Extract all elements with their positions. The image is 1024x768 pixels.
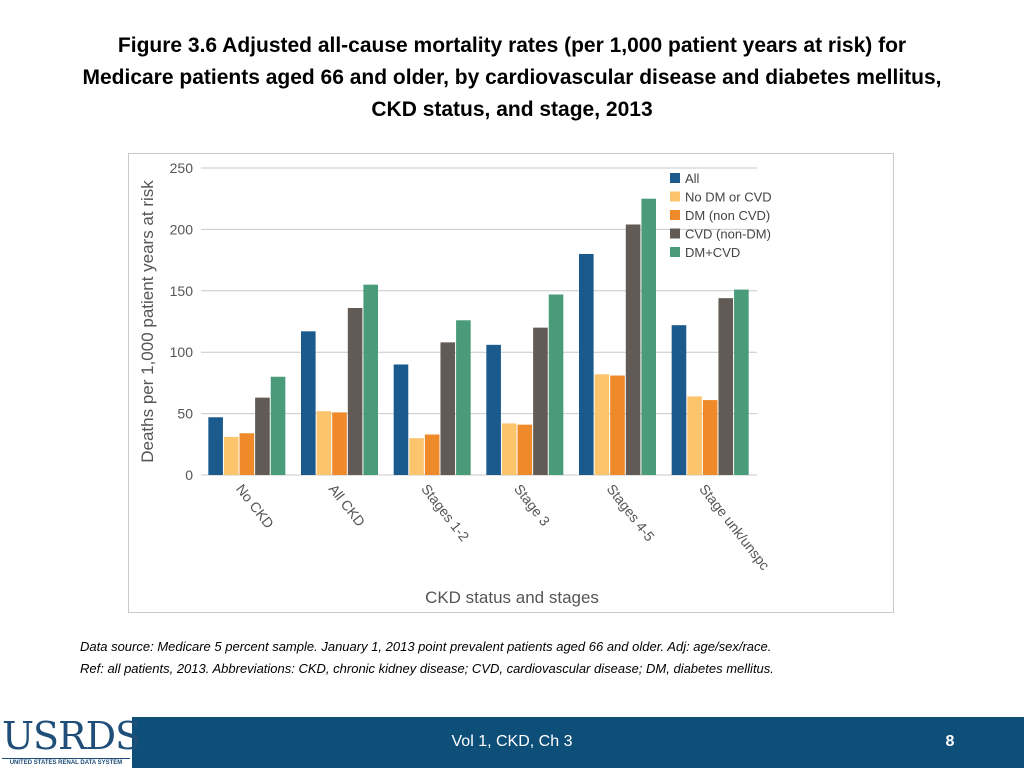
bar	[548, 294, 564, 475]
bar	[579, 253, 594, 475]
bar	[208, 417, 223, 475]
x-tick-label: All CKD	[326, 481, 369, 529]
footer-bar: Vol 1, CKD, Ch 3 8	[0, 717, 1024, 768]
legend-label: DM (non CVD)	[685, 208, 770, 223]
legend-swatch	[670, 210, 680, 220]
legend-label: No DM or CVD	[685, 190, 772, 205]
bar	[270, 376, 286, 475]
y-tick-label: 250	[170, 160, 194, 176]
slide-title: Figure 3.6 Adjusted all-cause mortality …	[20, 30, 1004, 126]
bar	[255, 397, 270, 475]
y-tick-label: 0	[185, 467, 193, 483]
title-line: Medicare patients aged 66 and older, by …	[82, 66, 942, 89]
bar	[223, 436, 239, 475]
bar	[734, 289, 749, 475]
bar	[517, 424, 533, 475]
bar	[641, 198, 656, 475]
bar	[393, 364, 409, 475]
legend-label: DM+CVD	[685, 245, 740, 260]
bar	[316, 411, 332, 475]
bar	[347, 307, 363, 475]
bar	[533, 327, 548, 475]
usrds-logo: USRDS UNITED STATES RENAL DATA SYSTEM	[0, 712, 141, 768]
bar	[456, 320, 471, 475]
logo-text: USRDS	[2, 714, 141, 758]
footer-volume-label: Vol 1, CKD, Ch 3	[451, 733, 573, 750]
legend-label: CVD (non-DM)	[685, 227, 771, 242]
bar	[687, 396, 702, 475]
bar	[301, 331, 316, 475]
data-source-note: Data source: Medicare 5 percent sample. …	[80, 636, 960, 680]
y-tick-label: 50	[177, 406, 193, 422]
y-axis-title: Deaths per 1,000 patient years at risk	[138, 180, 157, 463]
title-line: Figure 3.6 Adjusted all-cause mortality …	[117, 34, 907, 57]
x-tick-label: No CKD	[233, 481, 277, 531]
bar	[594, 374, 610, 475]
bar	[702, 400, 718, 475]
bar	[409, 438, 424, 475]
bar	[671, 325, 687, 475]
logo-subtext: UNITED STATES RENAL DATA SYSTEM	[2, 758, 130, 767]
x-tick-label: Stage unk/unspc	[696, 481, 773, 573]
bar	[610, 375, 625, 475]
legend-swatch	[670, 228, 680, 239]
note-line: Ref: all patients, 2013. Abbreviations: …	[80, 661, 774, 676]
note-line: Data source: Medicare 5 percent sample. …	[80, 639, 772, 654]
bar	[625, 224, 641, 475]
x-axis-title: CKD status and stages	[425, 588, 599, 607]
bar	[332, 412, 347, 475]
x-tick-label: Stages 1-2	[418, 481, 472, 544]
x-tick-label: Stage 3	[511, 481, 553, 529]
bar	[501, 423, 517, 475]
legend-swatch	[670, 173, 680, 183]
chart-container: 0 50 100 150 200 250 No CKD All CKD Stages 1-2 St…	[128, 153, 894, 613]
bar	[424, 434, 440, 475]
legend-swatch	[670, 247, 680, 257]
bar	[440, 342, 456, 475]
bar	[718, 298, 734, 475]
bar	[363, 284, 378, 475]
legend-label: All	[685, 171, 700, 186]
legend-swatch	[670, 191, 680, 202]
y-tick-label: 200	[170, 221, 194, 237]
y-tick-label: 100	[170, 344, 194, 360]
x-tick-label: Stages 4-5	[604, 481, 658, 544]
bar	[486, 344, 501, 475]
title-line: CKD status, and stage, 2013	[371, 98, 653, 121]
bar-chart: 0 50 100 150 200 250 No CKD All CKD Stages 1-2 St…	[138, 160, 773, 607]
bar	[239, 433, 255, 475]
y-tick-label: 150	[170, 283, 194, 299]
page-number: 8	[945, 733, 955, 750]
